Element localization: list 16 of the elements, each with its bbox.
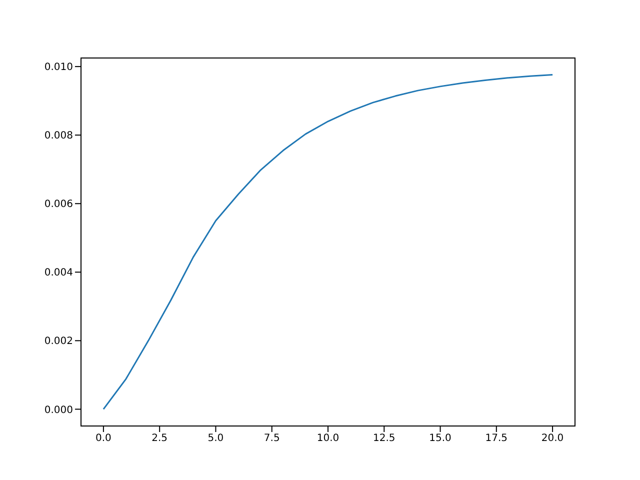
line-series [102, 74, 554, 410]
x-tick-label: 17.5 [485, 433, 508, 444]
y-tick-label: 0.008 [44, 130, 73, 142]
y-tick-label: 0.000 [44, 404, 73, 416]
x-tick-label: 12.5 [373, 433, 396, 444]
x-tick-label: 7.5 [264, 433, 280, 444]
x-tick-label: 15.0 [429, 433, 452, 444]
y-tick-label: 0.002 [44, 336, 73, 348]
y-tick-label: 0.010 [44, 62, 73, 74]
x-tick-label: 2.5 [152, 433, 168, 444]
x-tick-label: 5.0 [208, 433, 224, 444]
x-tick-label: 10.0 [316, 433, 340, 444]
y-tick-label: 0.004 [44, 268, 73, 279]
x-tick-label: 0.0 [96, 433, 112, 444]
x-tick-label: 20.0 [541, 433, 564, 444]
y-tick-label: 0.006 [44, 199, 73, 210]
